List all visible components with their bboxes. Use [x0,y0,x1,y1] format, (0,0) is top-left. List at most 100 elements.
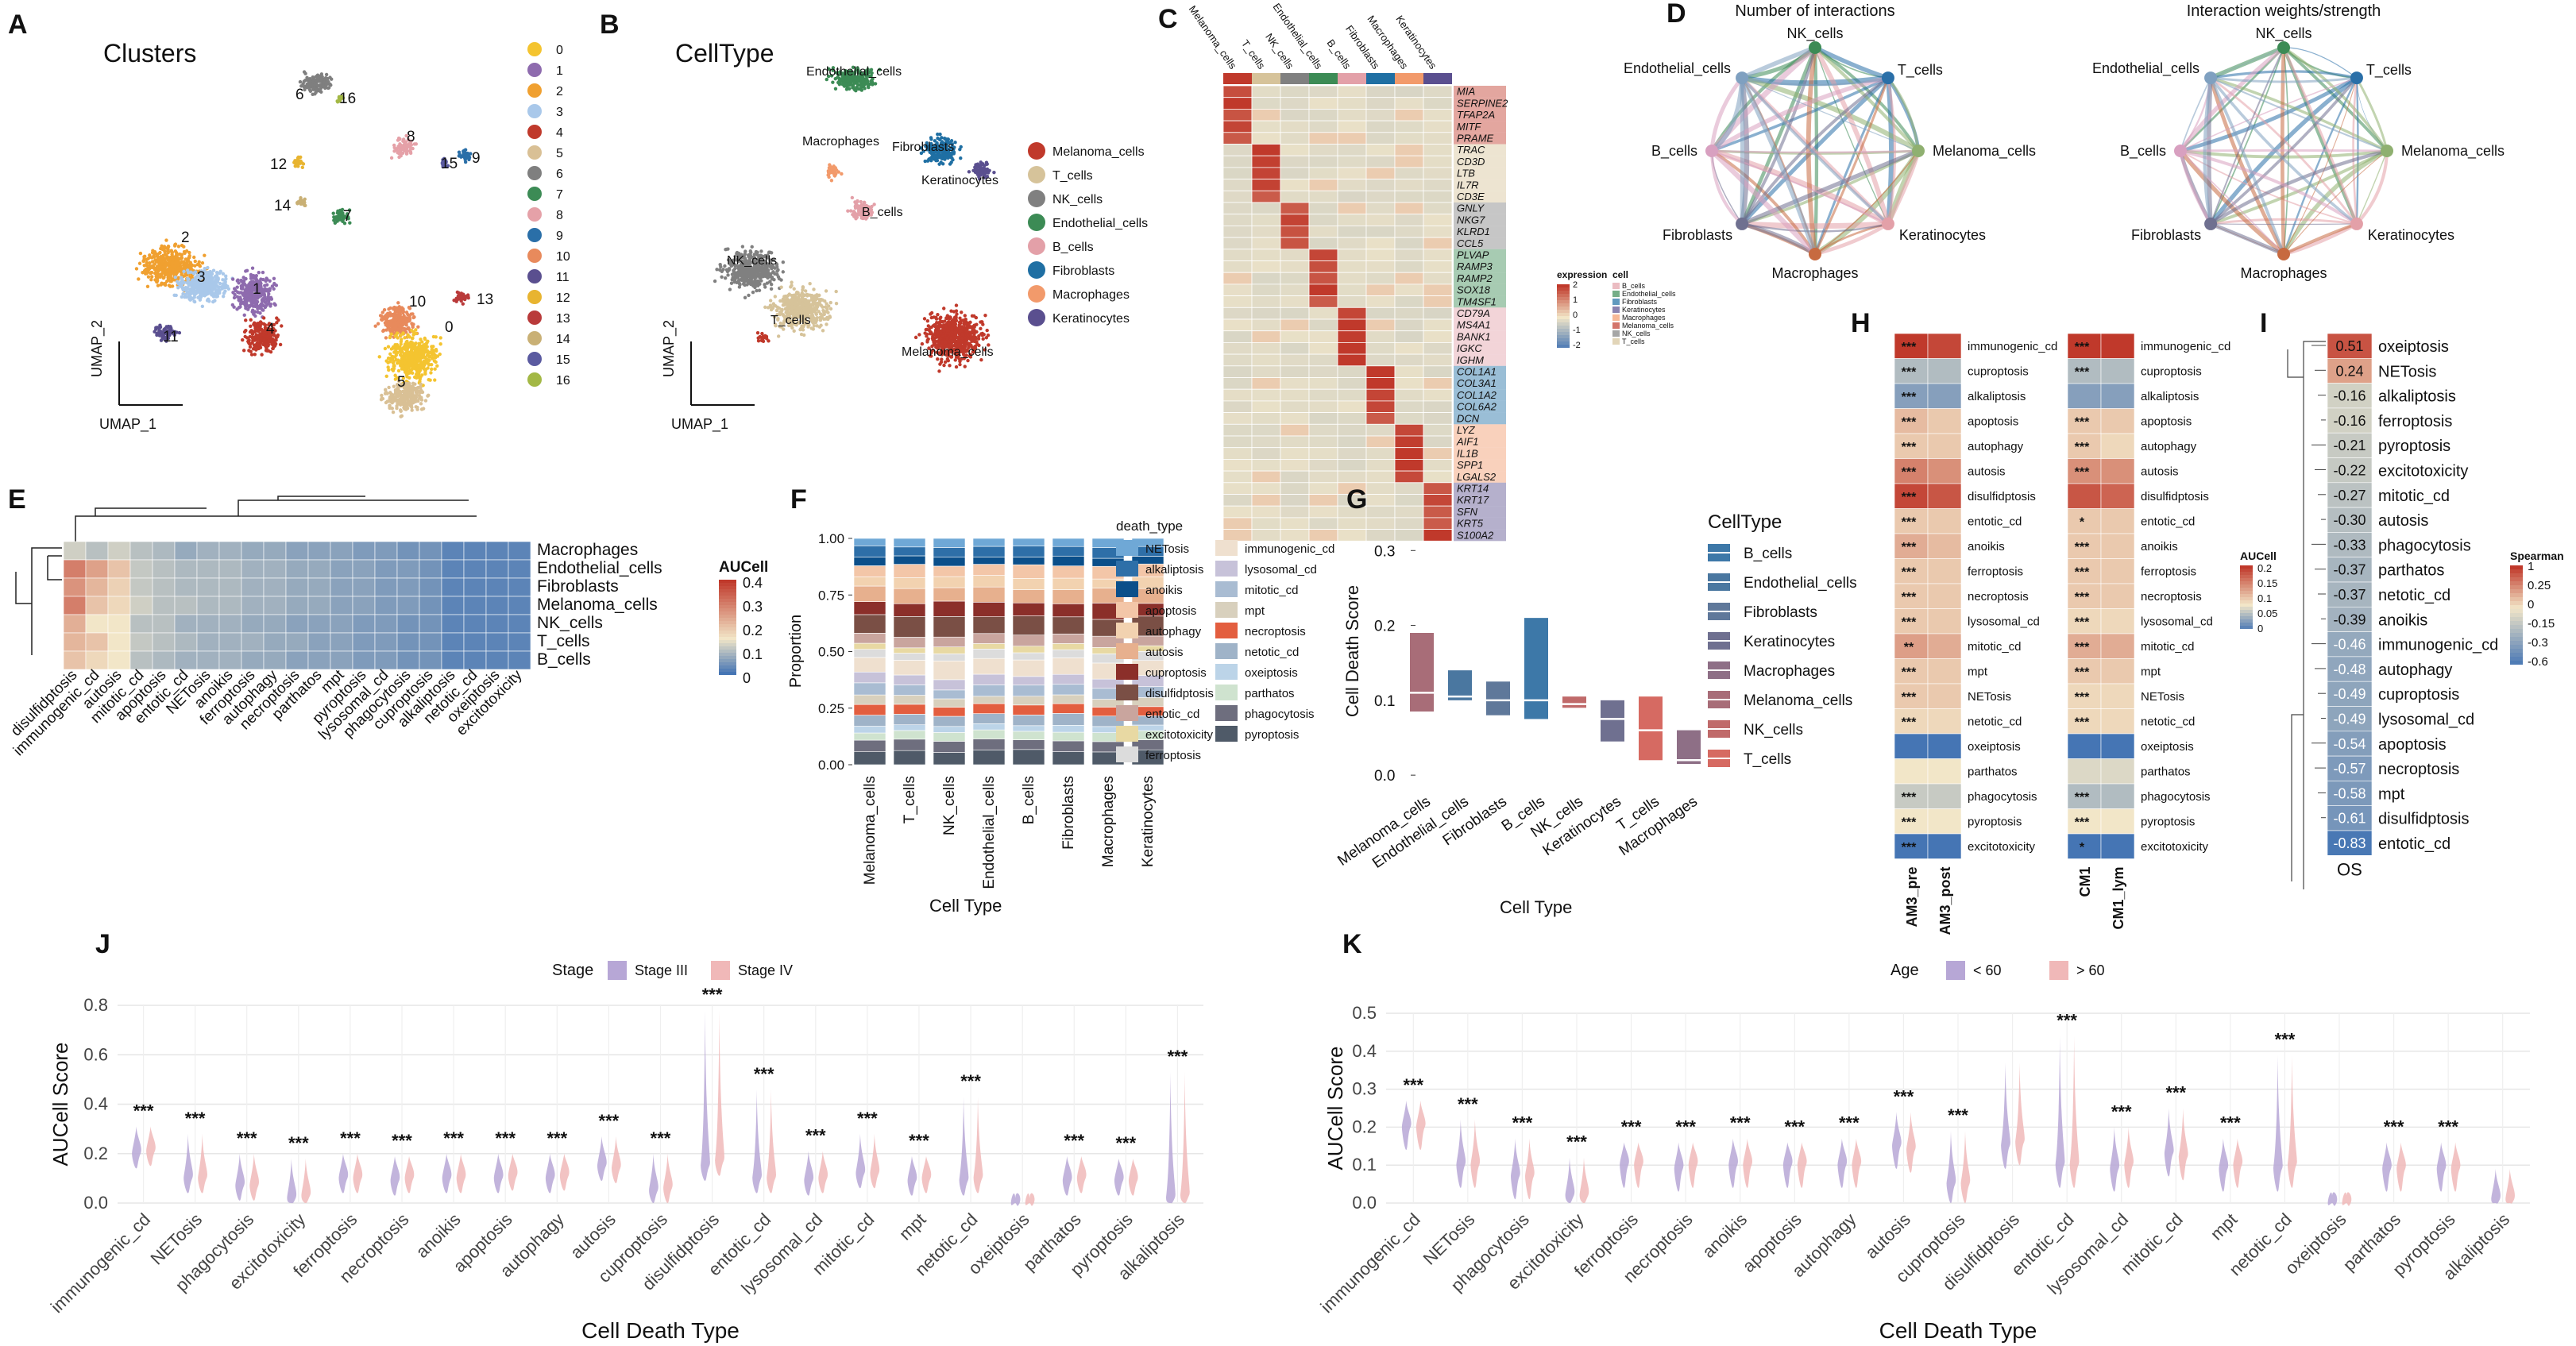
cluster-label-5: 5 [397,374,406,391]
umap-point-cluster-2 [180,260,185,264]
umap-point-cluster-0 [434,348,438,352]
umap-point-Melanoma_cells [951,322,955,326]
legend-dot-10 [527,249,542,263]
umap-point-cluster-7 [334,216,338,220]
umap-point-cluster-10 [411,325,415,330]
umap-point-cluster-3 [218,281,222,286]
umap-point-B_cells [852,210,855,214]
umap-point-NK_cells [719,264,723,269]
umap-point-B_cells [850,195,855,200]
umap-point-cluster-2 [169,280,173,283]
umap-point-cluster-11 [158,325,163,330]
umap-point-cluster-10 [404,310,409,314]
umap-point-cluster-2 [161,256,165,260]
umap-point-cluster-5 [385,399,389,403]
umap-point-cluster-3 [216,277,220,282]
umap-point-Fibroblasts [939,160,943,164]
umap-point-cluster-3 [208,291,213,295]
umap-point-cluster-5 [387,385,391,390]
umap-point-cluster-5 [418,385,422,389]
legend-label-Melanoma_cells: Melanoma_cells [1052,145,1145,159]
umap-point-cluster-5 [388,403,392,407]
umap-point-cluster-13 [457,295,461,300]
umap-point-Melanoma_cells [913,335,918,340]
umap-point-cluster-0 [417,357,421,361]
umap-point-NK_cells [759,249,763,253]
umap-point-cluster-6 [318,88,322,92]
umap-point-NK_cells [736,271,740,275]
umap-point-cluster-4 [250,329,254,334]
umap-point-NK_cells [713,279,717,283]
umap-point-Melanoma_cells [925,340,929,344]
legend-dot-B_cells [1028,237,1045,255]
umap-point-cluster-0 [433,367,437,371]
umap-point-Endothelial_cells [860,79,865,84]
umap-point-cluster-0 [407,363,411,367]
umap-point-cluster-10 [398,327,403,331]
umap-point-cluster-12 [293,164,298,168]
umap-point-cluster-8 [398,137,402,141]
umap-point-cluster-3 [174,293,178,298]
umap-point-cluster-0 [401,331,405,335]
panel-a-umap-clusters: Clusters012345678910111213141516UMAP_1UM… [89,39,570,433]
legend-label-16: 16 [556,374,570,388]
umap-point-cluster-0 [396,350,400,355]
umap-point-cluster-2 [156,283,160,287]
umap-point-cluster-2 [164,246,168,250]
umap-point-T_cells [814,303,818,307]
umap-point-cluster-2 [149,270,154,275]
umap-point-cluster-6 [308,89,313,93]
umap-point-cluster-5 [400,395,404,399]
umap-point-Melanoma_cells [963,314,967,318]
umap-point-cluster-3 [187,283,191,287]
umap-point-cluster-12 [294,160,299,164]
umap-point-cluster-3 [175,280,180,283]
umap-point-cluster-2 [137,261,142,265]
umap-point-Melanoma_cells [979,320,983,324]
umap-point-Melanoma_cells [977,334,981,338]
umap-point-cluster-2 [184,249,189,253]
umap-point-cluster-0 [405,375,409,379]
umap-point-cluster-1 [246,285,251,289]
umap-point-cluster-3 [203,270,207,274]
umap-point-T_cells [834,301,839,306]
umap-point-Fibroblasts [959,156,963,160]
umap-point-cluster-5 [408,393,413,397]
umap-point-cluster-4 [274,338,278,342]
umap-point-Melanoma_cells [944,341,948,345]
umap-point-Melanoma_cells [984,336,989,340]
umap-point-T_cells [763,305,767,310]
cluster-label-10: 10 [409,294,426,310]
umap-point-T_cells [801,287,805,292]
umap-point-Endothelial_cells [848,87,852,91]
umap-point-T_cells [813,317,817,322]
umap-point-cluster-3 [173,276,178,280]
umap-point-Melanoma_cells [932,340,936,345]
umap-point-Melanoma_cells [935,320,939,325]
umap-point-cluster-3 [199,287,203,291]
umap-point-cluster-2 [176,260,180,264]
umap-point-T_cells [821,308,825,313]
legend-dot-8 [527,207,542,222]
umap-point-cluster-4 [253,346,257,350]
umap-point-cluster-4 [244,318,248,322]
umap-point-cluster-4 [253,322,257,326]
umap-point-cluster-1 [272,276,276,280]
umap-point-cluster-3 [183,295,187,299]
umap-point-cluster-1 [236,278,240,282]
umap-point-cluster-4 [280,324,284,328]
legend-label-12: 12 [556,291,570,305]
umap-point-cluster-2 [197,263,202,268]
umap-point-cluster-4 [258,324,262,328]
umap-point-cluster-2 [176,253,180,256]
legend-label-10: 10 [556,250,570,264]
umap-point-cluster-0 [388,352,392,357]
umap-point-cluster-5 [391,410,396,415]
umap-point-Endothelial_cells [849,79,853,83]
umap-point-NK_cells [748,249,753,253]
umap-point-Fibroblasts [929,159,933,163]
umap-point-cluster-4 [276,318,280,322]
umap-point-cluster-11 [155,331,159,336]
umap-point-cluster-6 [328,75,332,79]
umap-point-Melanoma_cells [964,317,967,322]
